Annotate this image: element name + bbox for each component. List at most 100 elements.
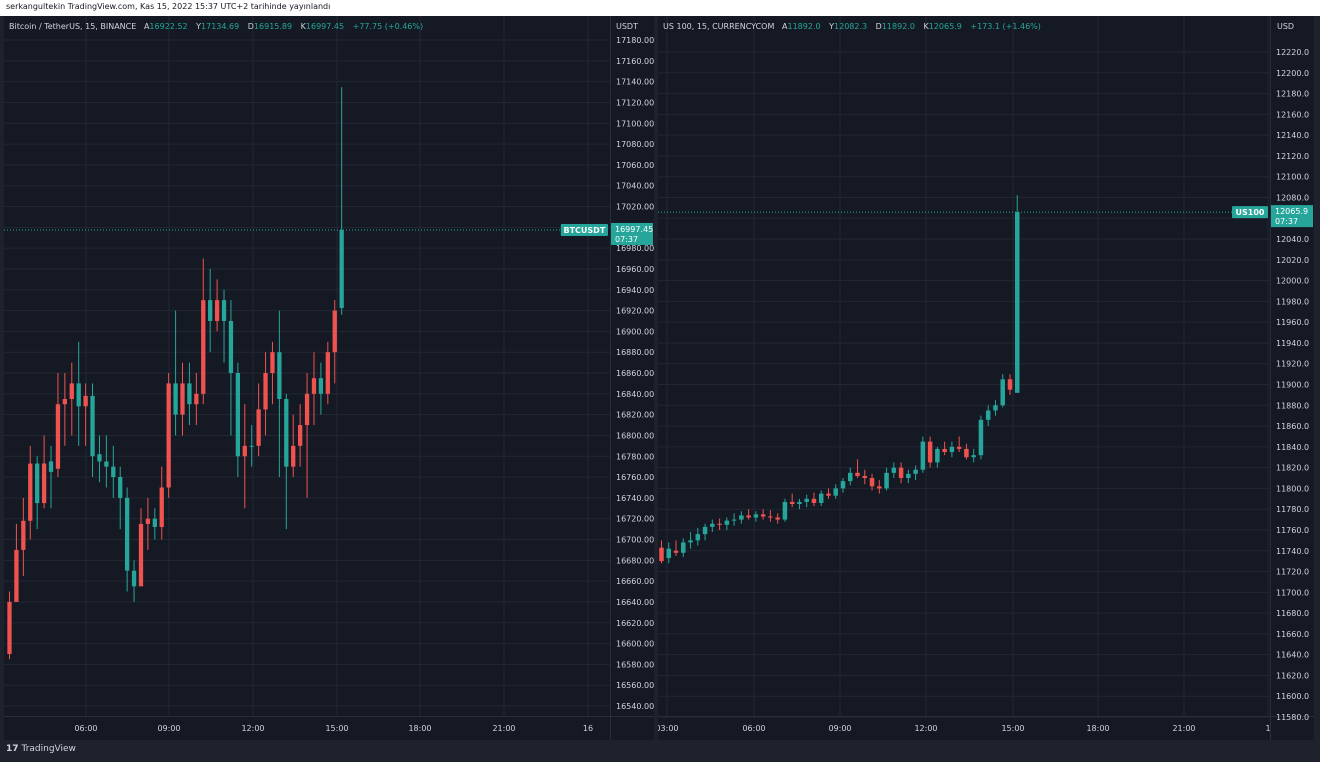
us100-legend: US 100, 15, CURRENCYCOM A11892.0 Y12082.… bbox=[663, 22, 1041, 31]
price-tick-label: 11720.0 bbox=[1276, 568, 1309, 577]
candle-body bbox=[83, 395, 88, 407]
candle-body bbox=[69, 383, 74, 400]
candle-body bbox=[985, 410, 991, 420]
ohlc-change: +173.1 (+1.46%) bbox=[970, 22, 1041, 31]
candle-body bbox=[760, 514, 766, 517]
candle-body bbox=[964, 448, 969, 458]
candle-body bbox=[332, 310, 337, 353]
price-tick-label: 11680.0 bbox=[1276, 609, 1309, 618]
time-tick-label: 16 bbox=[583, 724, 593, 733]
time-tick-label: 06:00 bbox=[742, 724, 765, 733]
candle-body bbox=[97, 454, 102, 462]
price-tick-label: 16900.00 bbox=[616, 327, 654, 336]
countdown-text: 07:37 bbox=[615, 235, 638, 244]
tradingview-logo[interactable]: 17 TradingView bbox=[6, 744, 76, 754]
price-tick-label: 12160.0 bbox=[1276, 110, 1309, 119]
price-tick-label: 11900.0 bbox=[1276, 381, 1309, 390]
ohlc-open: 16922.52 bbox=[149, 22, 188, 31]
price-tick-label: 16880.00 bbox=[616, 348, 654, 357]
price-tick-label: 12040.0 bbox=[1276, 235, 1309, 244]
price-tick-label: 11980.0 bbox=[1276, 297, 1309, 306]
price-tick-label: 16940.00 bbox=[616, 286, 654, 295]
time-tick-label: 03:00 bbox=[658, 724, 679, 733]
time-tick-label: 1 bbox=[1265, 724, 1270, 733]
candle-body bbox=[797, 501, 802, 504]
candle-body bbox=[277, 352, 282, 400]
price-tick-label: 11780.0 bbox=[1276, 505, 1309, 514]
candle-body bbox=[710, 523, 715, 527]
symbol-line: US 100, 15, CURRENCYCOM bbox=[663, 22, 775, 31]
price-tick-label: 11860.0 bbox=[1276, 422, 1309, 431]
price-tick-label: 16540.00 bbox=[616, 702, 654, 711]
price-tick-label: 11580.0 bbox=[1276, 713, 1309, 722]
price-tick-label: 12120.0 bbox=[1276, 152, 1309, 161]
candle-body bbox=[270, 352, 275, 373]
time-tick-label: 21:00 bbox=[492, 724, 515, 733]
candle-body bbox=[284, 399, 289, 467]
candle-body bbox=[818, 493, 824, 503]
candle-body bbox=[118, 477, 123, 498]
candle-body bbox=[920, 441, 926, 470]
candle-body bbox=[325, 352, 330, 394]
time-tick-label: 12:00 bbox=[914, 724, 937, 733]
candle-body bbox=[145, 518, 151, 524]
candle-body bbox=[956, 446, 962, 449]
candle-body bbox=[971, 455, 976, 458]
price-tick-label: 16820.00 bbox=[616, 411, 654, 420]
price-tick-label: 16760.00 bbox=[616, 473, 654, 482]
candle-body bbox=[695, 534, 701, 541]
ohlc-high: 17134.69 bbox=[201, 22, 240, 31]
price-tick-label: 16840.00 bbox=[616, 390, 654, 399]
price-tick-label: 17060.00 bbox=[616, 161, 654, 170]
candle-body bbox=[942, 448, 947, 453]
candle-body bbox=[291, 445, 296, 467]
candle-body bbox=[235, 373, 241, 457]
price-tick-label: 12200.0 bbox=[1276, 69, 1309, 78]
candle-body bbox=[214, 300, 220, 321]
candle-body bbox=[1007, 379, 1013, 390]
btcusdt-chart-canvas[interactable]: 17180.00 17160.00 17140.00 17120.00 17100.00… bbox=[4, 16, 654, 740]
price-tick-label: 17160.00 bbox=[616, 57, 654, 66]
footer-bar: 17 TradingView bbox=[0, 740, 1320, 762]
candle-body bbox=[28, 463, 33, 521]
candle-body bbox=[339, 229, 344, 308]
price-tick-label: 12020.0 bbox=[1276, 256, 1309, 265]
price-tick-label: 11960.0 bbox=[1276, 318, 1309, 327]
candle-body bbox=[659, 547, 664, 562]
ticker-badge bbox=[1232, 206, 1268, 219]
candle-body bbox=[1014, 212, 1020, 393]
chart-panel-us100[interactable]: 12220.0 12200.0 12180.0 12160.0 12140.0 12120… bbox=[658, 16, 1314, 740]
candle-body bbox=[978, 419, 984, 456]
ohlc-open: 11892.0 bbox=[787, 22, 821, 31]
candle-body bbox=[666, 548, 672, 559]
candle-body bbox=[949, 446, 955, 453]
candle-body bbox=[304, 393, 310, 426]
price-tick-label: 11820.0 bbox=[1276, 464, 1309, 473]
candle-body bbox=[180, 383, 185, 415]
candle-body bbox=[731, 519, 737, 521]
price-tick-label: 11600.0 bbox=[1276, 692, 1309, 701]
btcusdt-legend: Bitcoin / TetherUS, 15, BINANCE A16922.5… bbox=[9, 22, 424, 31]
candle-body bbox=[14, 549, 19, 602]
ohlc-close: 12065.9 bbox=[928, 22, 962, 31]
time-tick-label: 09:00 bbox=[157, 724, 180, 733]
ticker-badge-text: US100 bbox=[1236, 208, 1265, 217]
candle-body bbox=[746, 515, 751, 518]
candle-body bbox=[993, 405, 998, 411]
ohlc-change: +77.75 (+0.46%) bbox=[352, 22, 424, 31]
candle-body bbox=[898, 467, 904, 479]
price-tick-label: 16700.00 bbox=[616, 536, 654, 545]
candle-body bbox=[104, 461, 109, 467]
price-tick-label: 16920.00 bbox=[616, 307, 654, 316]
price-tick-label: 16860.00 bbox=[616, 369, 654, 378]
time-tick-label: 21:00 bbox=[1172, 724, 1195, 733]
candle-body bbox=[7, 601, 12, 654]
chart-panel-btcusdt[interactable]: 17180.00 17160.00 17140.00 17120.00 17100.00… bbox=[4, 16, 654, 740]
candle-body bbox=[228, 320, 234, 373]
candle-body bbox=[208, 300, 213, 321]
price-tick-label: 12000.0 bbox=[1276, 277, 1309, 286]
price-tick-label: 11660.0 bbox=[1276, 630, 1309, 639]
us100-chart-canvas[interactable]: 12220.0 12200.0 12180.0 12160.0 12140.0 12120… bbox=[658, 16, 1314, 740]
price-tick-label: 16800.00 bbox=[616, 431, 654, 440]
price-tick-label: 11640.0 bbox=[1276, 651, 1309, 660]
